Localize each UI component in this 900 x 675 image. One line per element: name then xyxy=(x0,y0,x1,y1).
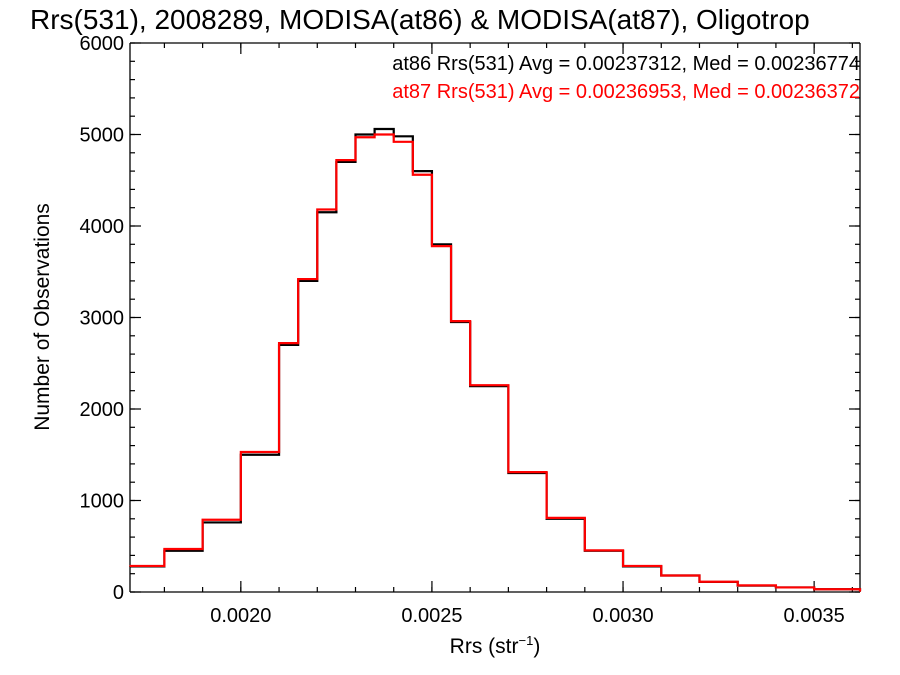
series-at86-point xyxy=(373,128,376,130)
series-at87-point xyxy=(335,159,338,161)
series-at86-point xyxy=(354,133,357,136)
series-at87-point xyxy=(698,580,701,583)
series-at87-point xyxy=(775,586,777,589)
x-axis-label-superscript: −1 xyxy=(519,633,534,648)
series-at87-point xyxy=(412,173,414,176)
series-at87-point xyxy=(373,133,376,136)
plot-frame xyxy=(129,42,861,593)
series-layer xyxy=(129,127,862,592)
x-axis-ticks: 0.0020 0.0025 0.0030 0.0035 xyxy=(163,43,853,627)
y-tick-label: 5000 xyxy=(80,125,125,147)
y-tick-label: 3000 xyxy=(80,308,125,330)
series-at87-point xyxy=(736,584,739,587)
series-at87-point xyxy=(859,590,861,592)
series-at87-point xyxy=(201,518,204,521)
y-tick-label: 1000 xyxy=(80,491,125,513)
series-at87-point xyxy=(507,471,510,473)
x-tick-label: 0.0020 xyxy=(210,605,271,627)
y-tick-label: 4000 xyxy=(80,216,125,238)
series-at87-point xyxy=(240,451,242,453)
series-at87-point xyxy=(431,245,433,247)
x-tick-label: 0.0035 xyxy=(784,605,845,627)
series-at87-point xyxy=(660,574,663,577)
series-at87-point xyxy=(584,549,586,552)
y-tick-label: 6000 xyxy=(80,33,125,55)
legend: at86 Rrs(531) Avg = 0.00237312, Med = 0.… xyxy=(392,53,860,103)
x-axis-label: Rrs (str−1) xyxy=(450,633,541,658)
x-tick-label: 0.0025 xyxy=(401,605,462,627)
series-at87-point xyxy=(163,548,166,550)
legend-at87-stats: at87 Rrs(531) Avg = 0.00236953, Med = 0.… xyxy=(392,81,860,103)
series-at87-point xyxy=(129,565,131,567)
series-at87-point xyxy=(354,136,357,139)
chart-title: Rrs(531), 2008289, MODISA(at86) & MODISA… xyxy=(30,4,810,35)
x-axis-label-base: Rrs (str xyxy=(450,635,519,658)
y-tick-label: 2000 xyxy=(80,399,125,421)
y-tick-label: 0 xyxy=(113,582,124,604)
series-at87-point xyxy=(450,320,452,322)
series-at87-point xyxy=(622,565,624,567)
series-at87-point xyxy=(813,588,815,591)
series-at87-point xyxy=(278,342,280,344)
x-tick-label: 0.0030 xyxy=(592,605,653,627)
series-at87-point xyxy=(316,208,319,211)
series-at87-point xyxy=(392,141,395,143)
series-at87-point xyxy=(545,517,548,519)
legend-at86-stats: at86 Rrs(531) Avg = 0.00237312, Med = 0.… xyxy=(392,53,860,75)
series-at87-point xyxy=(297,278,299,280)
series-at87-point xyxy=(469,384,471,387)
x-axis-label-close: ) xyxy=(533,635,540,658)
series-at86-line xyxy=(130,127,862,592)
y-axis-ticks: 0 1000 2000 3000 4000 5000 6000 xyxy=(80,33,860,604)
y-axis-label: Number of Observations xyxy=(31,203,54,431)
